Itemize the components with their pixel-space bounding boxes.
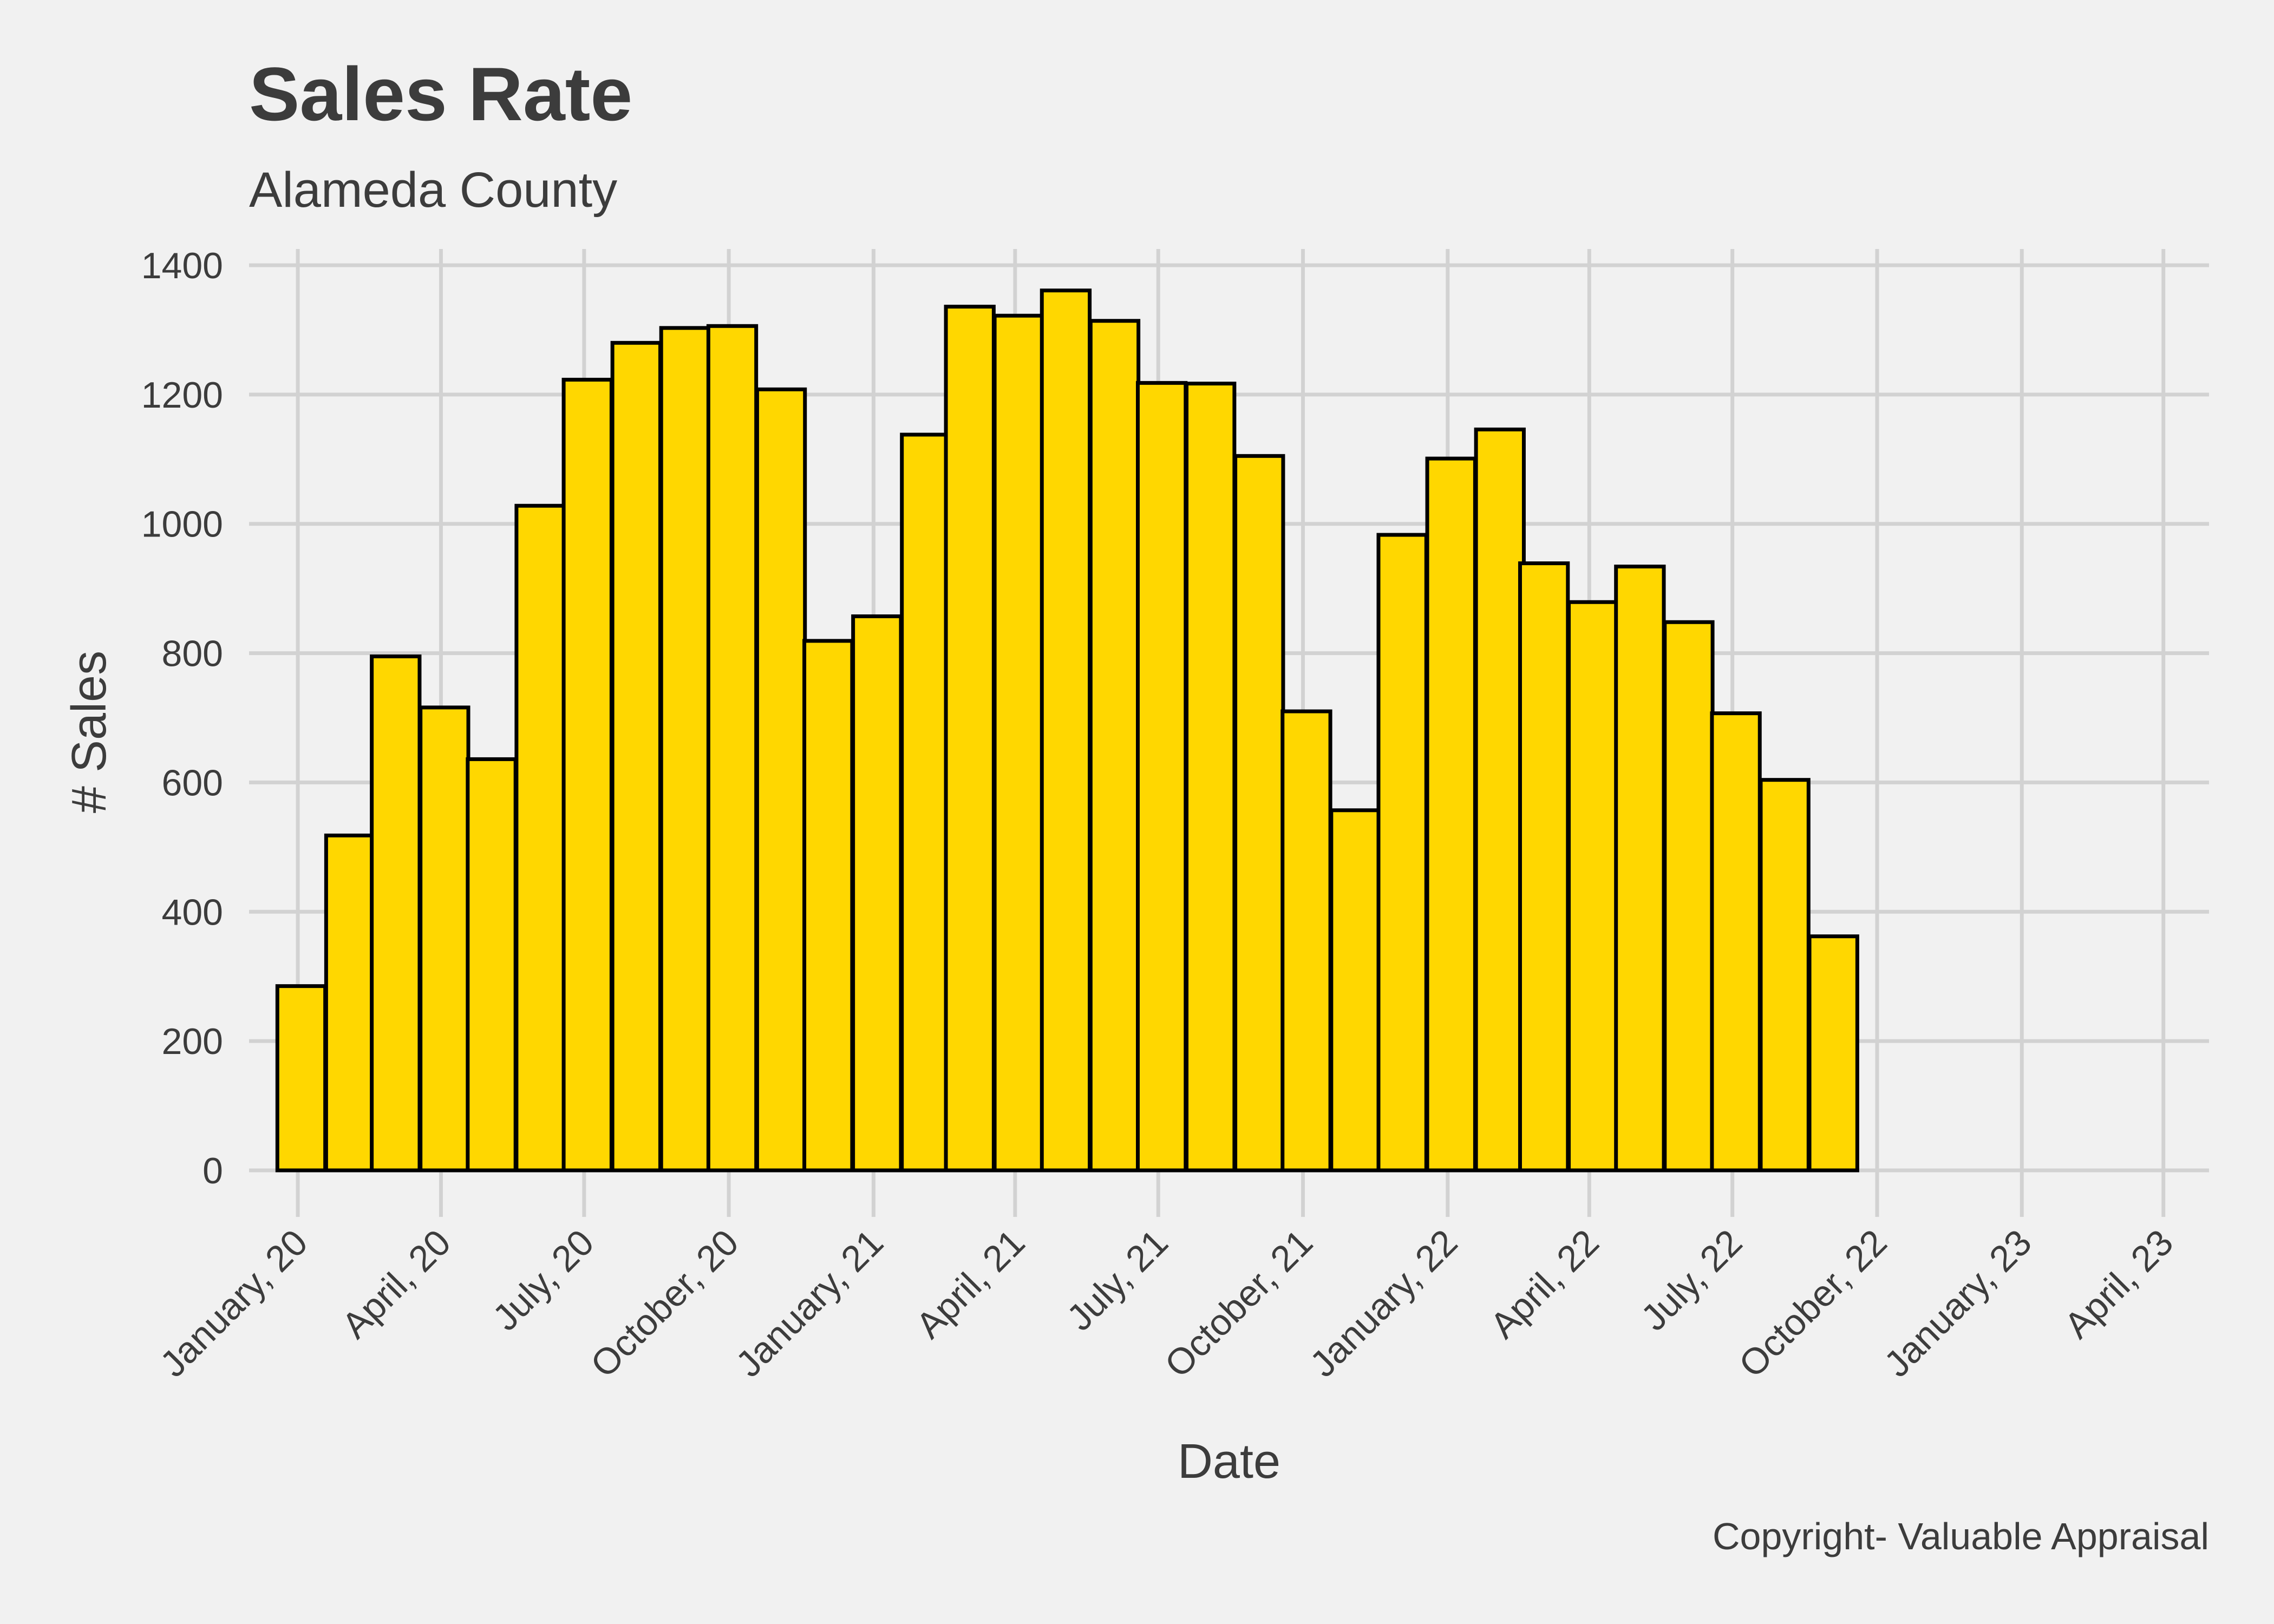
y-tick-label: 600 <box>162 762 223 803</box>
bar-2020-01 <box>275 984 328 1173</box>
bar-2022-03 <box>1518 561 1570 1173</box>
y-tick-label: 0 <box>202 1150 223 1191</box>
bar-2020-12 <box>802 639 854 1173</box>
bar-2021-12 <box>1376 533 1428 1173</box>
bar-2022-08 <box>1759 778 1811 1173</box>
bar-2021-01 <box>851 614 903 1173</box>
y-tick-label: 400 <box>162 892 223 933</box>
bar-2021-05 <box>1040 289 1092 1173</box>
bar-2020-07 <box>561 377 613 1173</box>
bars <box>275 289 1859 1173</box>
x-axis-title: Date <box>1178 1435 1280 1489</box>
bar-2020-10 <box>706 324 759 1173</box>
bar-2021-07 <box>1135 381 1188 1173</box>
bar-2021-04 <box>992 313 1044 1173</box>
bar-2021-10 <box>1280 709 1332 1173</box>
chart-subtitle: Alameda County <box>249 162 617 218</box>
bar-2021-02 <box>900 433 952 1173</box>
bar-2021-08 <box>1185 382 1237 1173</box>
y-axis-title: # Sales <box>62 651 116 813</box>
bar-2021-06 <box>1088 319 1141 1173</box>
bar-2022-09 <box>1807 934 1859 1173</box>
chart-title: Sales Rate <box>249 51 632 136</box>
bar-2022-06 <box>1663 620 1715 1173</box>
bar-2021-09 <box>1233 454 1285 1173</box>
bar-2020-02 <box>324 833 376 1173</box>
y-axis-ticks: 0 200 400 600 800 1000 1200 1400 <box>141 245 223 1191</box>
bar-2022-05 <box>1614 565 1666 1173</box>
bar-2020-03 <box>370 654 422 1173</box>
y-tick-label: 1200 <box>141 375 223 416</box>
y-tick-label: 1000 <box>141 504 223 545</box>
y-tick-label: 200 <box>162 1021 223 1062</box>
bar-2022-04 <box>1567 600 1619 1173</box>
bar-2022-01 <box>1425 456 1477 1173</box>
bar-2022-07 <box>1710 711 1762 1173</box>
bar-2022-02 <box>1474 427 1526 1173</box>
bar-2020-09 <box>659 326 711 1173</box>
y-tick-label: 1400 <box>141 245 223 286</box>
bar-2020-11 <box>755 387 807 1173</box>
y-tick-label: 800 <box>162 633 223 675</box>
chart-caption: Copyright- Valuable Appraisal <box>1713 1515 2209 1557</box>
bar-2020-04 <box>419 705 471 1173</box>
bar-2021-03 <box>944 304 996 1173</box>
bar-2020-06 <box>514 503 566 1173</box>
bar-2020-08 <box>610 340 662 1173</box>
bar-2020-05 <box>466 757 518 1173</box>
bar-2021-11 <box>1329 808 1381 1173</box>
